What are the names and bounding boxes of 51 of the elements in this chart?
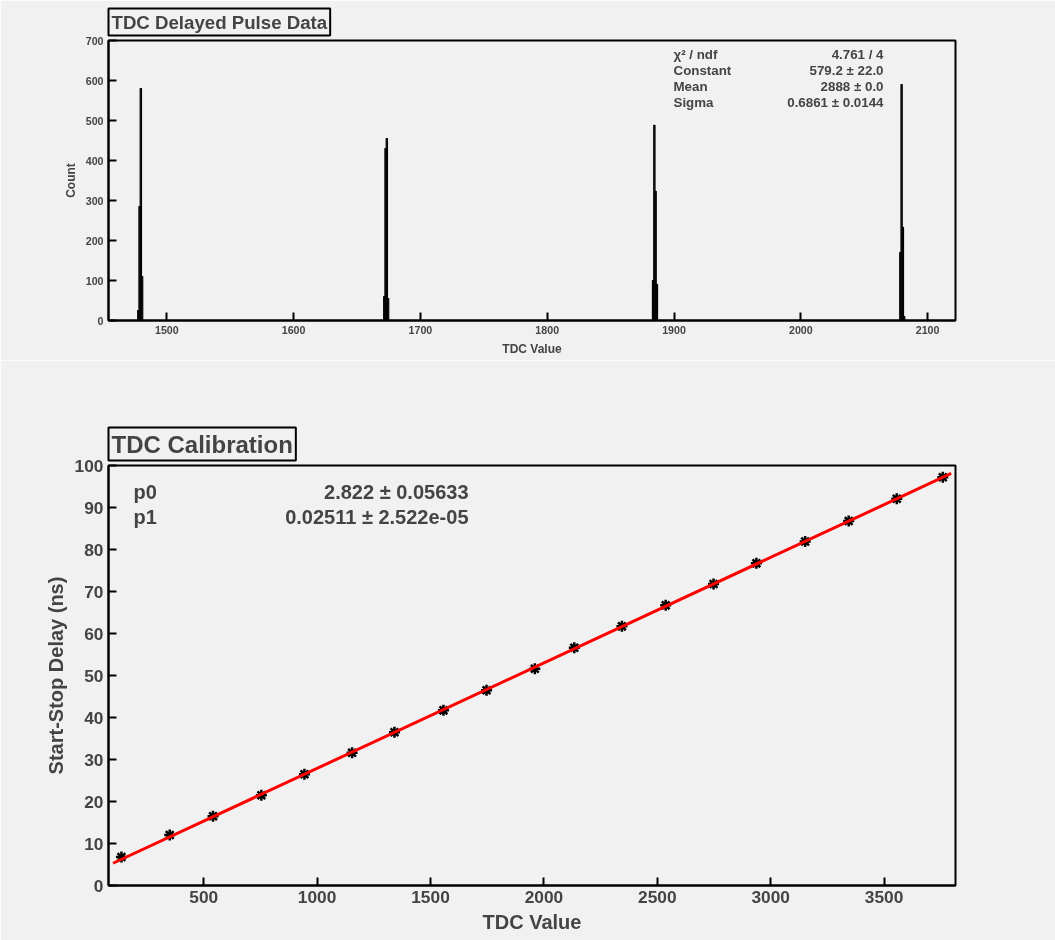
x-tick-label: 500 bbox=[189, 886, 219, 907]
annotation: 0.6861 ± 0.0144 bbox=[787, 94, 885, 110]
x-tick-label: 2100 bbox=[915, 323, 940, 336]
y-axis-title: Count bbox=[63, 163, 78, 198]
annotation: 2.822 ± 0.05633 bbox=[324, 480, 469, 503]
x-axis-title: TDC Value bbox=[482, 910, 582, 933]
annotation: p1 bbox=[133, 505, 157, 528]
x-tick-label: 1600 bbox=[281, 323, 306, 336]
y-tick-label: 100 bbox=[74, 455, 104, 476]
annotation: χ² / ndf bbox=[673, 46, 718, 62]
y-tick-label: 0 bbox=[97, 314, 104, 327]
annotation: 579.2 ± 22.0 bbox=[809, 62, 884, 78]
y-tick-label: 50 bbox=[84, 665, 104, 686]
annotation: Constant bbox=[673, 62, 732, 78]
x-tick-label: 1500 bbox=[154, 323, 179, 336]
y-tick-label: 10 bbox=[84, 833, 104, 854]
y-tick-label: 200 bbox=[85, 234, 104, 247]
y-tick-label: 30 bbox=[84, 749, 104, 770]
annotation: 0.02511 ± 2.522e-05 bbox=[285, 505, 469, 528]
y-tick-label: 500 bbox=[85, 114, 104, 127]
x-tick-label: 2500 bbox=[638, 886, 677, 907]
x-tick-label: 1900 bbox=[662, 323, 686, 336]
annotation: p0 bbox=[133, 480, 157, 503]
x-tick-label: 1800 bbox=[535, 323, 560, 336]
annotation: 4.761 / 4 bbox=[831, 46, 885, 62]
y-tick-label: 400 bbox=[85, 154, 104, 167]
chart-title: TDC Calibration bbox=[111, 430, 293, 458]
chart-title: TDC Delayed Pulse Data bbox=[111, 11, 328, 33]
x-tick-label: 2000 bbox=[524, 886, 564, 907]
y-tick-label: 300 bbox=[85, 194, 104, 207]
annotation: Sigma bbox=[673, 94, 715, 110]
x-tick-label: 1700 bbox=[408, 323, 433, 336]
x-tick-label: 3500 bbox=[864, 886, 904, 907]
x-tick-label: 1500 bbox=[411, 886, 450, 907]
y-axis-title: Start-Stop Delay (ns) bbox=[44, 576, 67, 775]
x-tick-label: 3000 bbox=[751, 886, 790, 907]
annotation: 2888 ± 0.0 bbox=[820, 78, 884, 94]
x-tick-label: 2000 bbox=[788, 323, 813, 336]
y-tick-label: 20 bbox=[84, 791, 104, 812]
annotation: Mean bbox=[673, 78, 708, 94]
y-tick-label: 100 bbox=[85, 274, 104, 287]
y-tick-label: 80 bbox=[84, 539, 104, 560]
y-tick-label: 600 bbox=[85, 74, 104, 87]
y-tick-label: 40 bbox=[84, 707, 104, 728]
y-tick-label: 90 bbox=[84, 497, 104, 518]
x-axis-title: TDC Value bbox=[502, 341, 562, 356]
y-tick-label: 70 bbox=[84, 581, 104, 602]
x-tick-label: 1000 bbox=[297, 886, 337, 907]
y-tick-label: 700 bbox=[85, 34, 104, 47]
y-tick-label: 0 bbox=[93, 875, 104, 896]
y-tick-label: 60 bbox=[84, 623, 104, 644]
